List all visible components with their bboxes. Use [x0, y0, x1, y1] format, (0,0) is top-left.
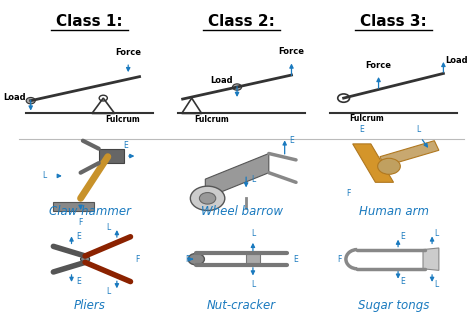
Circle shape [200, 193, 216, 204]
Text: F: F [346, 189, 350, 198]
Text: Fulcrum: Fulcrum [349, 114, 384, 123]
Text: E: E [294, 255, 299, 264]
Text: E: E [359, 125, 364, 134]
Text: L: L [106, 287, 110, 296]
Text: F: F [337, 255, 341, 264]
Text: Force: Force [279, 47, 304, 56]
Text: Load: Load [446, 56, 468, 65]
Polygon shape [99, 149, 124, 163]
Polygon shape [423, 248, 439, 270]
Polygon shape [54, 202, 94, 211]
Polygon shape [353, 144, 393, 182]
Text: Class 1:: Class 1: [56, 14, 123, 29]
Text: L: L [251, 229, 255, 238]
Text: E: E [76, 232, 81, 241]
Text: E: E [401, 232, 405, 241]
Polygon shape [380, 141, 439, 166]
Circle shape [26, 98, 35, 104]
Text: Force: Force [365, 61, 392, 70]
Text: L: L [434, 280, 438, 289]
Text: Force: Force [115, 48, 141, 57]
Text: Class 2:: Class 2: [208, 14, 275, 29]
Circle shape [81, 256, 90, 262]
Text: Fulcrum: Fulcrum [194, 115, 229, 124]
Text: Class 3:: Class 3: [360, 14, 427, 29]
Text: L: L [416, 125, 420, 134]
Text: E: E [401, 277, 405, 286]
Polygon shape [246, 254, 260, 265]
Text: L: L [106, 223, 110, 232]
Text: E: E [289, 136, 294, 145]
Text: F: F [78, 217, 83, 226]
Circle shape [191, 186, 225, 211]
Text: L: L [252, 175, 256, 183]
Circle shape [233, 84, 242, 90]
Text: F: F [185, 255, 190, 264]
Text: F: F [135, 255, 139, 264]
Text: Fulcrum: Fulcrum [106, 115, 140, 124]
Text: Sugar tongs: Sugar tongs [358, 299, 429, 312]
Polygon shape [205, 153, 269, 198]
Text: L: L [251, 280, 255, 289]
Text: Load: Load [210, 76, 233, 85]
Text: E: E [124, 141, 128, 150]
Text: Claw hammer: Claw hammer [49, 205, 131, 218]
Text: Human arm: Human arm [358, 205, 428, 218]
Text: L: L [42, 172, 46, 181]
Text: Load: Load [3, 93, 26, 102]
Text: Pliers: Pliers [74, 299, 106, 312]
Text: L: L [434, 229, 438, 238]
Circle shape [378, 158, 401, 174]
Text: Wheel barrow: Wheel barrow [201, 205, 283, 218]
Text: Nut-cracker: Nut-cracker [207, 299, 276, 312]
Circle shape [188, 254, 204, 265]
Text: E: E [76, 277, 81, 286]
